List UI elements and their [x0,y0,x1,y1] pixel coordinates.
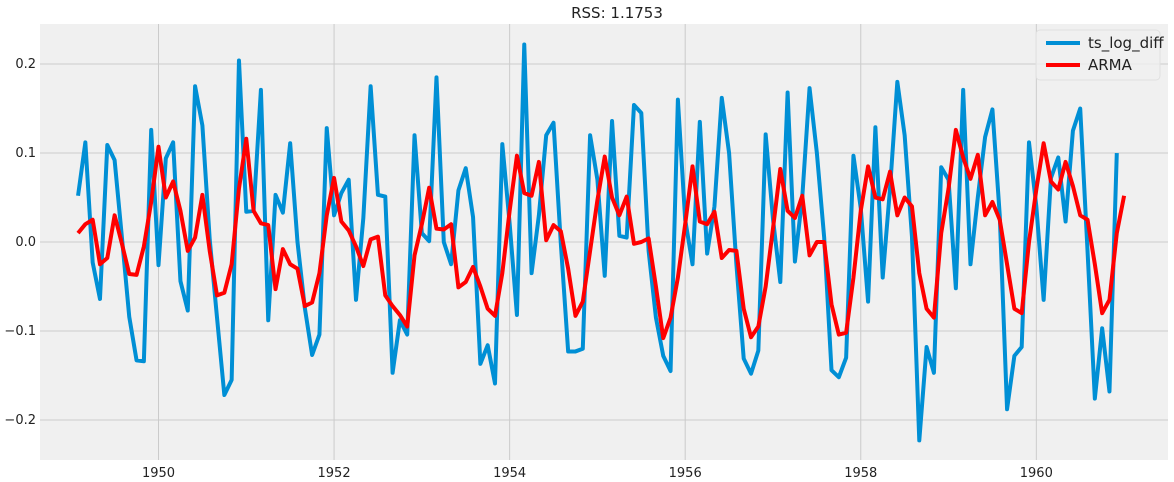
y-tick-label: −0.1 [4,324,36,339]
x-tick-label: 1958 [844,466,877,481]
y-tick-label: 0.1 [15,146,36,161]
x-tick-label: 1950 [142,466,175,481]
y-tick-label: 0.2 [15,57,36,72]
x-tick-label: 1954 [493,466,526,481]
y-tick-label: −0.2 [4,413,36,428]
legend-label-ts-log-diff: ts_log_diff [1088,34,1164,53]
legend-label-arma: ARMA [1088,56,1133,74]
x-axis-ticks: 1950 1952 1954 1956 1958 1960 [142,466,1053,481]
series-lines [76,42,1127,443]
legend: ts_log_diff ARMA [1035,29,1164,81]
chart-title: RSS: 1.1753 [571,4,663,22]
y-axis-ticks: −0.2 −0.1 0.0 0.1 0.2 [4,57,36,428]
x-tick-label: 1952 [318,466,351,481]
series-line-ts-log-diff [76,42,1119,443]
x-tick-label: 1956 [669,466,702,481]
y-tick-label: 0.0 [15,235,36,250]
x-tick-label: 1960 [1020,466,1053,481]
series-line-arma [76,127,1127,341]
